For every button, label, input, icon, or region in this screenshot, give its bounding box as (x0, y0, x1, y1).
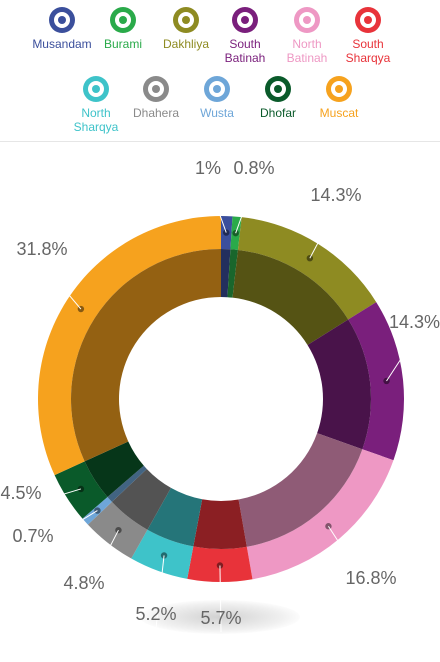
slice-outer-south-batinah[interactable] (348, 302, 404, 461)
slice-inner-north-sharqya[interactable] (147, 487, 203, 547)
slice-label-musandam: 1% (195, 158, 221, 178)
south-sharqya-marker-icon (355, 7, 381, 33)
slice-dot-north-batinah (325, 523, 332, 530)
slice-dot-dakhliya (306, 254, 314, 262)
legend-item-musandam[interactable]: Musandam (25, 7, 99, 51)
slice-label-dhofar: 4.5% (0, 483, 41, 503)
slice-label-north-sharqya: 5.2% (135, 604, 176, 624)
slice-dot-south-sharqya (216, 562, 224, 569)
slice-inner-wusta[interactable] (107, 465, 147, 502)
legend-label: Muscat (319, 106, 359, 120)
slice-dot-wusta (94, 507, 101, 514)
legend-label: South Batinah (224, 37, 266, 65)
leader-line-dhahera (83, 529, 119, 598)
north-sharqya-marker-icon (83, 76, 109, 102)
slice-inner-musandam[interactable] (221, 249, 231, 298)
legend-label: Wusta (200, 106, 234, 120)
slice-dot-burami (232, 229, 239, 237)
chart-legend: Musandam Burami Dakhliya South Batinah N… (0, 0, 440, 142)
slice-inner-north-batinah[interactable] (238, 433, 363, 547)
burami-marker-icon (110, 7, 136, 33)
muscat-marker-icon (326, 76, 352, 102)
slice-label-dhahera: 4.8% (63, 573, 104, 593)
slice-inner-dakhliya[interactable] (232, 249, 349, 345)
legend-label: South Sharqya (345, 37, 391, 65)
slice-dot-north-sharqya (160, 552, 168, 559)
leader-line-south-batinah (386, 335, 417, 382)
slice-label-north-batinah: 16.8% (345, 568, 396, 588)
legend-item-dhahera[interactable]: Dhahera (119, 76, 193, 120)
leader-lines (20, 181, 417, 633)
leader-line-muscat (41, 262, 82, 310)
legend-label: Dhofar (259, 106, 297, 120)
slice-dot-south-batinah (383, 377, 390, 385)
legend-item-north-sharqya[interactable]: North Sharqya (59, 76, 133, 134)
legend-label: North Sharqya (73, 106, 119, 134)
legend-divider (0, 141, 440, 142)
dhahera-marker-icon (143, 76, 169, 102)
donut-slices (37, 216, 404, 582)
legend-label: Dakhliya (162, 37, 210, 51)
slice-dot-dhahera (115, 526, 122, 534)
chart-shadow (140, 600, 300, 634)
slice-label-wusta: 0.7% (12, 526, 53, 546)
slice-label-burami: 0.8% (233, 158, 274, 178)
musandam-marker-icon (49, 7, 75, 33)
slice-outer-dakhliya[interactable] (237, 217, 377, 320)
slice-label-south-sharqya: 5.7% (200, 608, 241, 628)
legend-item-north-batinah[interactable]: North Batinah (270, 7, 344, 65)
leader-line-burami (235, 181, 255, 234)
legend-label: Burami (103, 37, 142, 51)
slice-label-dakhliya: 14.3% (310, 185, 361, 205)
leader-line-dhofar (20, 488, 82, 508)
slice-dot-dhofar (77, 485, 85, 493)
leader-line-musandam (207, 181, 227, 233)
leader-line-dakhliya (309, 208, 337, 259)
slice-inner-south-sharqya[interactable] (193, 499, 247, 549)
dhofar-marker-icon (265, 76, 291, 102)
leader-line-north-batinah (328, 525, 372, 593)
legend-item-south-batinah[interactable]: South Batinah (208, 7, 282, 65)
slice-inner-south-batinah[interactable] (307, 319, 371, 450)
legend-item-south-sharqya[interactable]: South Sharqya (331, 7, 405, 65)
leader-line-south-sharqya (219, 565, 222, 633)
legend-item-wusta[interactable]: Wusta (180, 76, 254, 120)
slice-label-south-batinah: 14.3% (389, 312, 440, 332)
slice-inner-dhahera[interactable] (111, 468, 171, 530)
donut-chart: 1% 0.8% 14.3% 14.3% 16.8% 5.7% 5.2% 4.8% 0.7% 4.5… (0, 158, 440, 633)
legend-item-muscat[interactable]: Muscat (302, 76, 376, 120)
wusta-marker-icon (204, 76, 230, 102)
legend-item-dhofar[interactable]: Dhofar (241, 76, 315, 120)
slice-inner-muscat[interactable] (70, 249, 221, 462)
slice-labels: 1% 0.8% 14.3% 14.3% 16.8% 5.7% 5.2% 4.8% 0.7% 4.5… (0, 158, 440, 628)
leader-line-wusta (32, 510, 98, 551)
legend-label: Dhahera (132, 106, 180, 120)
slice-outer-north-batinah[interactable] (246, 449, 394, 580)
slice-label-muscat: 31.8% (16, 239, 67, 259)
slice-inner-dhofar[interactable] (84, 441, 144, 498)
slice-inner-burami[interactable] (227, 249, 238, 298)
slice-outer-muscat[interactable] (37, 216, 222, 476)
dakhliya-marker-icon (173, 7, 199, 33)
north-batinah-marker-icon (294, 7, 320, 33)
legend-label: Musandam (32, 37, 92, 51)
legend-label: North Batinah (286, 37, 328, 65)
legend-item-burami[interactable]: Burami (86, 7, 160, 51)
legend-item-dakhliya[interactable]: Dakhliya (149, 7, 223, 51)
leader-line-north-sharqya (155, 555, 165, 629)
south-batinah-marker-icon (232, 7, 258, 33)
